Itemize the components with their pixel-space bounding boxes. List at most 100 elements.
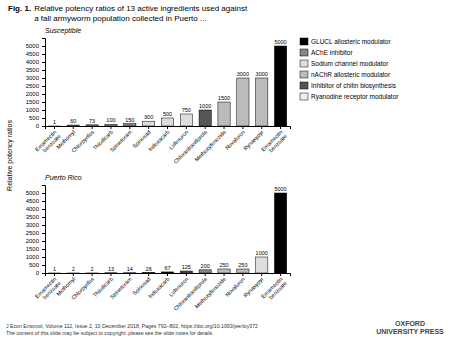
x-tick: Chlorpyrifos bbox=[70, 126, 95, 154]
y-tick-mark bbox=[42, 217, 45, 218]
y-tick: 3500 bbox=[26, 67, 45, 73]
subtitle-line: a fall armyworm population collected in … bbox=[34, 14, 207, 23]
y-tick-mark bbox=[42, 102, 45, 103]
y-axis-line bbox=[42, 39, 46, 127]
y-tick-mark bbox=[42, 265, 45, 266]
x-tick-mark bbox=[110, 273, 111, 276]
y-tick-mark bbox=[42, 233, 45, 234]
x-tick: Chlorantraniliprole bbox=[172, 273, 208, 312]
y-tick-mark bbox=[42, 209, 45, 210]
y-tick-label: 3500 bbox=[26, 214, 40, 220]
x-tick-mark bbox=[242, 273, 243, 276]
x-tick: Methoxyfenozide bbox=[193, 273, 227, 309]
bar bbox=[124, 272, 136, 273]
y-tick-mark bbox=[42, 257, 45, 258]
y-tick-mark bbox=[42, 86, 45, 87]
bar bbox=[180, 114, 192, 126]
y-tick-mark bbox=[42, 62, 45, 63]
bar bbox=[274, 46, 286, 126]
x-tick-mark bbox=[167, 126, 168, 129]
data-label: 14 bbox=[127, 266, 133, 272]
panel: Puerto Rico12213142667500020010002502501… bbox=[26, 174, 291, 312]
x-tick-label: Indoxacarb bbox=[147, 276, 170, 299]
bar bbox=[199, 110, 211, 126]
data-label: 200 bbox=[201, 263, 210, 269]
legend-item: Inhibitor of chitin biosynthesis bbox=[300, 82, 397, 90]
x-tick-label-line: Chlorantraniliprole bbox=[172, 129, 208, 165]
x-axis-line bbox=[46, 274, 291, 277]
data-label: 60 bbox=[70, 118, 76, 124]
y-tick-mark bbox=[42, 273, 45, 274]
x-tick-label: Chlorantraniliprole bbox=[172, 129, 208, 165]
data-label: 73 bbox=[89, 118, 95, 124]
bar bbox=[67, 272, 79, 273]
data-label: 1 bbox=[53, 119, 56, 125]
x-tick-label: Chlorantraniliprole bbox=[172, 276, 208, 312]
y-tick-label: 3000 bbox=[26, 222, 40, 228]
y-tick-mark bbox=[42, 193, 45, 194]
data-label: 100 bbox=[106, 117, 115, 123]
data-label: 250 bbox=[238, 262, 247, 268]
x-tick-mark bbox=[205, 126, 206, 129]
y-tick-mark bbox=[42, 78, 45, 79]
bars bbox=[48, 46, 286, 126]
x-tick-mark bbox=[205, 273, 206, 276]
y-tick-label: 500 bbox=[29, 262, 40, 268]
y-tick: 3000 bbox=[26, 222, 45, 228]
x-tick-mark bbox=[280, 273, 281, 276]
subtitle-line: Relative potency ratios of 13 active ing… bbox=[34, 4, 248, 13]
x-tick-mark bbox=[261, 126, 262, 129]
x-tick-label-line: Spinetoram bbox=[109, 276, 133, 300]
x-tick-mark bbox=[148, 273, 149, 276]
y-tick-label: 2500 bbox=[26, 83, 40, 89]
bar bbox=[237, 269, 249, 273]
x-tick-label-line: Chlorpyrifos bbox=[70, 129, 95, 154]
x-tick-label-line: Methoxyfenozide bbox=[193, 276, 227, 310]
legend-label: Ryanodine receptor modulator bbox=[311, 93, 399, 101]
legend-item: GLUCL allosteric modulator bbox=[300, 38, 391, 45]
publisher-line: OXFORD bbox=[395, 320, 425, 327]
x-axis-line bbox=[46, 127, 291, 130]
y-tick-label: 4500 bbox=[26, 198, 40, 204]
x-tick-label-line: Spinetoram bbox=[109, 129, 133, 153]
y-tick-label: 2500 bbox=[26, 230, 40, 236]
y-axis-title: Relative potency ratios bbox=[6, 120, 14, 191]
bar bbox=[274, 193, 286, 273]
legend-item: nAChR allosteric modulator bbox=[300, 71, 391, 78]
y-tick: 500 bbox=[29, 115, 45, 121]
x-tick-label-line: Indoxacarb bbox=[147, 129, 170, 152]
bar bbox=[86, 272, 98, 273]
bar bbox=[143, 121, 155, 126]
data-label: 300 bbox=[144, 114, 153, 120]
data-labels: 1500060731001503005007501500300030001000 bbox=[53, 39, 287, 125]
y-tick-label: 0 bbox=[36, 123, 40, 129]
y-tick: 4000 bbox=[26, 206, 45, 212]
bar bbox=[124, 124, 136, 126]
x-tick-mark bbox=[167, 273, 168, 276]
y-tick-mark bbox=[42, 249, 45, 250]
footer: J Econ Entomol, Volume 112, Issue 2, 10 … bbox=[6, 323, 258, 336]
data-label: 1 bbox=[53, 266, 56, 272]
x-tick-mark bbox=[186, 126, 187, 129]
data-label: 250 bbox=[219, 262, 228, 268]
x-tick-mark bbox=[224, 273, 225, 276]
bar bbox=[67, 125, 79, 126]
publisher-line: UNIVERSITY PRESS bbox=[376, 328, 444, 335]
data-label: 1000 bbox=[256, 250, 268, 256]
x-tick: Indoxacarb bbox=[147, 126, 170, 152]
y-tick-label: 4000 bbox=[26, 206, 40, 212]
y-tick-label: 0 bbox=[36, 270, 40, 276]
x-tick: Emamectinbenzoate bbox=[34, 273, 62, 304]
x-tick-mark bbox=[54, 273, 55, 276]
y-axis: 0500100015002000250030003500400045005000 bbox=[26, 186, 46, 277]
y-tick-mark bbox=[42, 54, 45, 55]
x-tick-mark bbox=[261, 273, 262, 276]
data-label: 2 bbox=[91, 266, 94, 272]
y-tick-label: 5000 bbox=[26, 190, 40, 196]
y-tick: 2000 bbox=[26, 238, 45, 244]
y-tick-mark bbox=[42, 94, 45, 95]
x-tick-label-line: Chlorpyrifos bbox=[70, 276, 95, 301]
x-tick-mark bbox=[92, 126, 93, 129]
x-tick-label: Chlorpyrifos bbox=[70, 129, 95, 154]
title-bold: Fig. 1. bbox=[8, 4, 31, 13]
